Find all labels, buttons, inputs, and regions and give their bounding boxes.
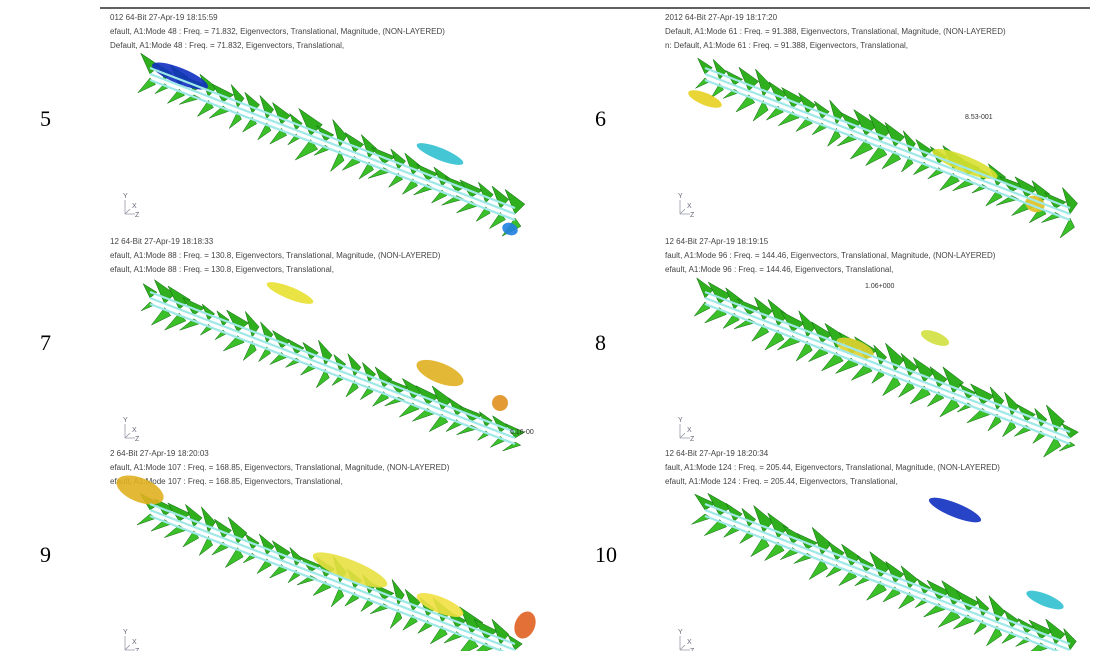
axis-label: Y (123, 629, 128, 636)
mode-number: 9 (40, 542, 51, 567)
result-header: efault, A1:Mode 96 : Freq. = 144.46, Eig… (665, 265, 893, 274)
result-header: 12 64-Bit 27-Apr-19 18:20:34 (665, 449, 769, 458)
result-header: efault, A1:Mode 88 : Freq. = 130.8, Eige… (110, 265, 334, 274)
mode-number: 7 (40, 330, 51, 355)
contour-label: 1.06+000 (865, 283, 894, 290)
fin (143, 284, 157, 298)
fin (456, 637, 478, 651)
beam (150, 516, 515, 651)
fe-model (686, 58, 1078, 238)
fin (778, 112, 799, 126)
mode-number: 10 (595, 542, 617, 567)
axis-label: Y (123, 193, 128, 200)
result-header: 2 64-Bit 27-Apr-19 18:20:03 (110, 449, 209, 458)
beam (150, 80, 515, 220)
result-header: 12 64-Bit 27-Apr-19 18:19:15 (665, 237, 769, 246)
fin (692, 514, 712, 524)
result-header: efault, A1:Mode 124 : Freq. = 205.44, Ei… (665, 477, 898, 486)
mode-number: 6 (595, 106, 606, 131)
axis-label: X (132, 427, 137, 434)
beam (705, 504, 1070, 644)
result-header: efault, A1:Mode 107 : Freq. = 168.85, Ei… (110, 463, 450, 472)
deformation-contour (413, 354, 467, 391)
mode-panel: 8 12 64-Bit 27-Apr-19 18:19:15 fault, A1:M… (595, 237, 1078, 457)
fin (137, 514, 156, 525)
beam (150, 74, 515, 214)
fin (967, 408, 990, 422)
beam (705, 510, 1070, 650)
fe-model (112, 470, 539, 651)
fe-model (692, 493, 1077, 651)
beam (705, 80, 1070, 220)
deformation-contour (265, 278, 316, 308)
deformation-contour (490, 393, 511, 414)
result-header: 2012 64-Bit 27-Apr-19 18:17:20 (665, 13, 778, 22)
axis-label: Y (678, 193, 683, 200)
figure-table: 5 012 64-Bit 27-Apr-19 18:15:59 efault, A1… (0, 0, 1100, 651)
fin (1060, 218, 1074, 238)
fin (698, 58, 713, 74)
fin (457, 201, 478, 213)
mode-panel: 6 2012 64-Bit 27-Apr-19 18:17:20 Default, … (595, 13, 1078, 238)
fin (874, 345, 887, 365)
axis-label: X (687, 427, 692, 434)
beam (150, 292, 515, 432)
fin (1062, 187, 1077, 214)
fe-model (138, 53, 525, 237)
beam (150, 504, 515, 644)
deformation-contour (415, 139, 466, 169)
axis-label: Z (135, 436, 140, 443)
result-header: n: Default, A1:Mode 61 : Freq. = 91.388,… (665, 41, 908, 50)
fin (924, 604, 946, 617)
result-header: efault, A1:Mode 48 : Freq. = 71.832, Eig… (110, 27, 445, 36)
result-header: 012 64-Bit 27-Apr-19 18:15:59 (110, 13, 218, 22)
mode-number: 5 (40, 106, 51, 131)
deformation-contour (1024, 587, 1066, 613)
axis-label: Y (123, 417, 128, 424)
fin (695, 78, 709, 88)
axis-label: X (132, 639, 137, 646)
result-header: fault, A1:Mode 96 : Freq. = 144.46, Eige… (665, 251, 996, 260)
beam (705, 298, 1070, 438)
axis-label: Y (678, 417, 683, 424)
mode-number: 8 (595, 330, 606, 355)
result-header: Default, A1:Mode 48 : Freq. = 71.832, Ei… (110, 41, 344, 50)
deformation-contour (926, 493, 983, 527)
result-header: Default, A1:Mode 61 : Freq. = 91.388, Ei… (665, 27, 1006, 36)
mode-panel: 9 2 64-Bit 27-Apr-19 18:20:03 efault, A1:M… (40, 449, 540, 651)
beam (150, 510, 515, 650)
fe-model (694, 278, 1078, 457)
mode-panel: 10 12 64-Bit 27-Apr-19 18:20:34 fault, A1:… (595, 449, 1076, 651)
beam (150, 68, 515, 208)
axis-label: X (687, 203, 692, 210)
beam (150, 298, 515, 438)
beam (150, 304, 515, 444)
beam (705, 516, 1070, 651)
beam (705, 304, 1070, 444)
fe-model (141, 278, 525, 451)
contour-label: 8.53-001 (965, 114, 993, 121)
beam (705, 292, 1070, 432)
fin (164, 525, 186, 537)
result-header: fault, A1:Mode 124 : Freq. = 205.44, Eig… (665, 463, 1000, 472)
axis-label: X (687, 639, 692, 646)
deformation-contour (919, 327, 951, 349)
fin (713, 59, 726, 79)
contour-label: 6.16-00 (510, 429, 534, 436)
beam (705, 68, 1070, 208)
axis-label: Z (690, 436, 695, 443)
fin (1064, 628, 1077, 650)
beam (705, 74, 1070, 214)
result-header: 12 64-Bit 27-Apr-19 18:18:33 (110, 237, 214, 246)
axis-label: X (132, 203, 137, 210)
mode-panel: 5 012 64-Bit 27-Apr-19 18:15:59 efault, A1… (40, 13, 525, 238)
fin (976, 596, 989, 616)
result-header: efault, A1:Mode 88 : Freq. = 130.8, Eige… (110, 251, 441, 260)
deformation-contour (510, 608, 539, 641)
axis-label: Y (678, 629, 683, 636)
mode-panel: 7 12 64-Bit 27-Apr-19 18:18:33 efault, A1:… (40, 237, 534, 451)
axis-label: Z (135, 212, 140, 219)
fin (141, 302, 154, 311)
axis-label: Z (690, 212, 695, 219)
